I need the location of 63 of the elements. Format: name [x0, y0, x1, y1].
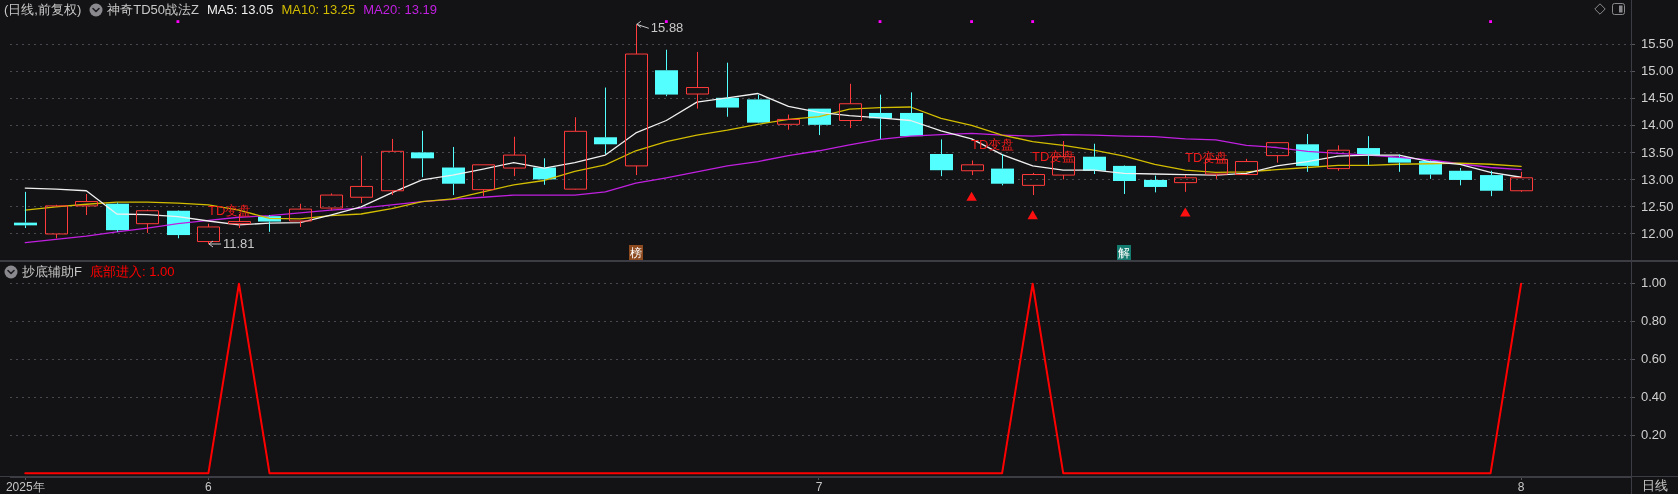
- candlestick: [1174, 174, 1197, 193]
- candlestick: [106, 203, 129, 233]
- chart-title: (日线,前复权): [4, 1, 82, 19]
- candlestick: [564, 116, 587, 190]
- candlestick: [442, 146, 465, 196]
- candlestick: [625, 23, 648, 176]
- x-tick-label: 8: [1517, 479, 1525, 494]
- candlestick: [503, 136, 526, 177]
- candlestick: [686, 51, 709, 110]
- y-tick-label: 13.50: [1641, 144, 1674, 160]
- y-tick-label: 12.50: [1641, 198, 1674, 214]
- candlestick: [716, 62, 739, 118]
- point: [176, 20, 180, 24]
- point: [1031, 20, 1035, 24]
- candlestick: [1083, 143, 1106, 175]
- y-tick-label: 14.50: [1641, 90, 1674, 106]
- y-tick-label: 15.50: [1641, 36, 1674, 52]
- y-tick-label: 1.00: [1641, 275, 1667, 291]
- text: MA10: 13.25: [281, 1, 356, 19]
- y-tick-label: 12.00: [1641, 225, 1674, 241]
- point: [966, 191, 977, 201]
- candlestick: [472, 164, 495, 197]
- text: MA5: 13.05: [207, 1, 274, 19]
- candlestick: [839, 83, 862, 129]
- text: 底部进入: 1.00: [89, 263, 175, 281]
- point: [970, 20, 974, 24]
- y-tick-label: 14.00: [1641, 117, 1674, 133]
- candlestick: [381, 138, 404, 196]
- x-axis-title: 日线: [1641, 478, 1668, 494]
- text: MA20: 13.19: [363, 1, 437, 19]
- candlestick: [991, 153, 1014, 186]
- chart-subtitle: 神奇TD50战法Z: [107, 1, 200, 19]
- candlestick: [350, 155, 373, 204]
- candlestick: [1022, 172, 1045, 196]
- annotation: 榜: [630, 245, 642, 260]
- candlestick: [777, 114, 800, 131]
- annotation: 15.88: [650, 19, 684, 35]
- candlestick: [655, 49, 678, 97]
- y-tick-label: 15.00: [1641, 63, 1674, 79]
- annotation: 11.81: [223, 235, 255, 251]
- chart-title: 抄底辅助F: [22, 263, 82, 281]
- candlestick: [1480, 170, 1503, 197]
- candlestick: [1327, 144, 1350, 172]
- y-tick-label: 0.20: [1641, 426, 1667, 442]
- candlestick: [411, 130, 434, 178]
- annotation: 解: [1118, 245, 1130, 260]
- y-tick-label: 0.40: [1641, 389, 1667, 404]
- candlestick: [930, 138, 953, 177]
- x-tick-label: 7: [815, 479, 823, 494]
- candlestick: [1266, 142, 1289, 164]
- candlestick: [136, 210, 159, 234]
- candlestick: [900, 91, 923, 137]
- candlestick: [1113, 165, 1136, 195]
- x-tick-label: 2025年: [5, 479, 45, 494]
- point: [1489, 20, 1492, 24]
- x-tick-label: 6: [205, 479, 213, 494]
- y-tick-label: 13.00: [1641, 171, 1674, 187]
- candlestick: [1449, 167, 1472, 186]
- point: [1027, 210, 1038, 220]
- candlestick: [594, 87, 617, 155]
- candlestick: [1144, 175, 1167, 193]
- y-tick-label: 0.80: [1641, 313, 1667, 329]
- y-tick-label: 0.60: [1641, 351, 1667, 367]
